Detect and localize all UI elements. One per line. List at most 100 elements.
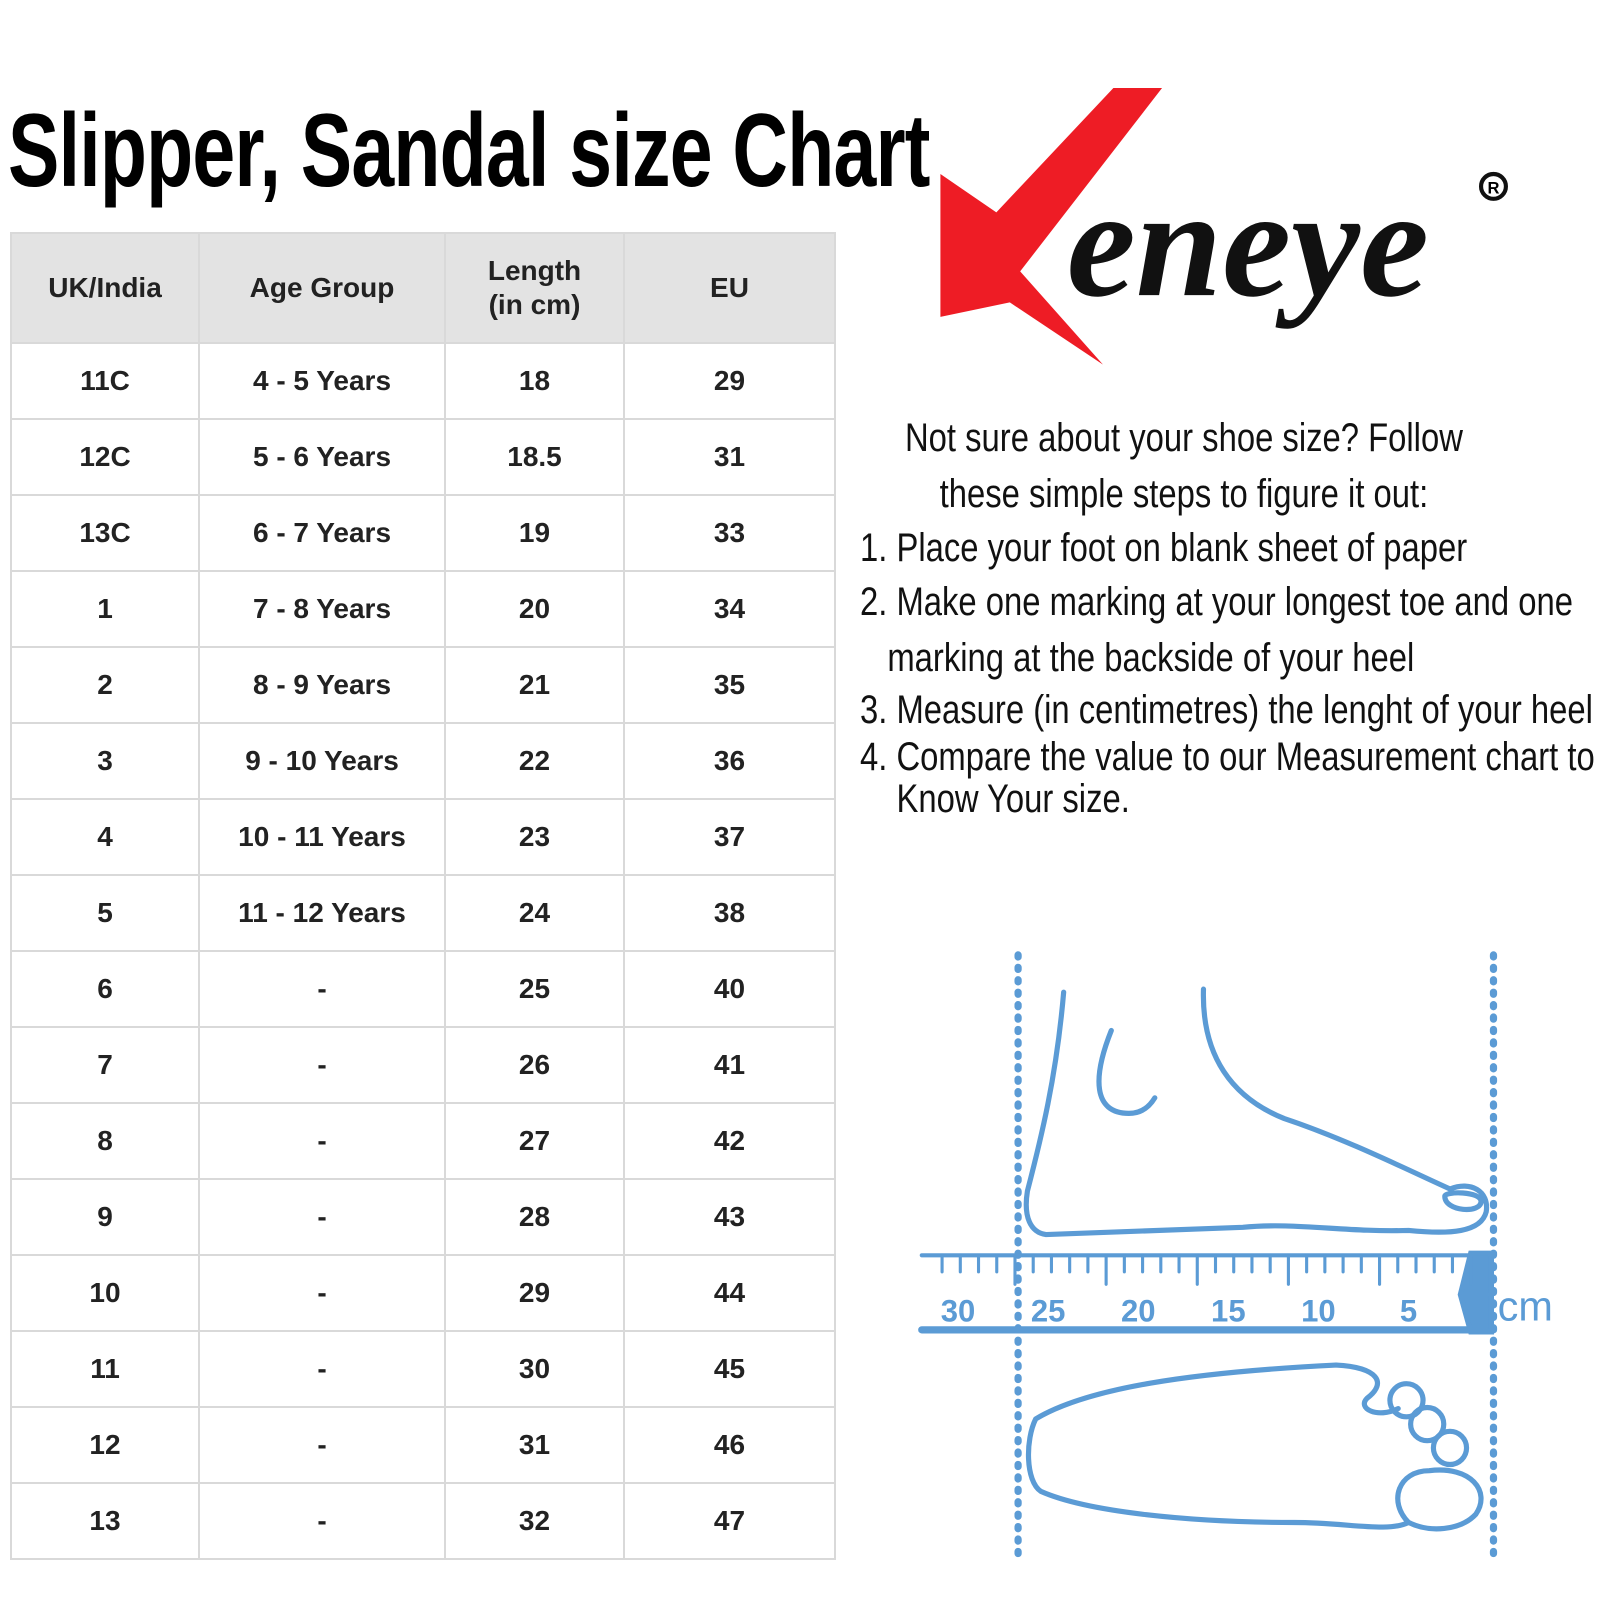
foot-top <box>1200 986 1453 1192</box>
table-cell: - <box>198 1406 446 1484</box>
footprint <box>1025 1362 1412 1530</box>
table-row: 13-32 47 <box>10 1482 836 1560</box>
table-cell: - <box>198 950 446 1028</box>
table-cell: 30 <box>444 1330 625 1408</box>
table-cell: 8 - 9 Years <box>198 646 446 724</box>
table-cell: - <box>198 1254 446 1332</box>
table-cell: 3 <box>10 722 200 800</box>
table-cell: - <box>198 1482 446 1560</box>
toe <box>1408 1404 1447 1444</box>
table-cell: 7 - 8 Years <box>198 570 446 648</box>
table-cell: 23 <box>444 798 625 876</box>
table-row: 4 10 - 11 Years 23 37 <box>10 798 836 876</box>
table-cell: 45 <box>623 1330 836 1408</box>
table-cell: 5 - 6 Years <box>198 418 446 496</box>
table-cell: 11 <box>10 1330 200 1408</box>
step: 1. Place your foot on blank sheet of pap… <box>860 526 1468 570</box>
table-cell: - <box>198 1330 446 1408</box>
table-cell: 21 <box>444 646 625 724</box>
header-cell: UK/India <box>10 232 200 344</box>
ruler-label: 20 <box>1121 1294 1156 1329</box>
table-cell: 1 <box>10 570 200 648</box>
table-cell: 11C <box>10 342 200 420</box>
table-cell: 4 <box>10 798 200 876</box>
table-cell: 2 <box>10 646 200 724</box>
table-row: 12-31 46 <box>10 1406 836 1484</box>
table-cell: 35 <box>623 646 836 724</box>
logo-text: eneye <box>1067 157 1429 329</box>
table-cell: 46 <box>623 1406 836 1484</box>
table-cell: 27 <box>444 1102 625 1180</box>
table-cell: 7 <box>10 1026 200 1104</box>
header-row: UK/India Age Group Length (in cm) EU <box>10 232 836 344</box>
table-cell: 24 <box>444 874 625 952</box>
table-row: 13C 6 - 7 Years 19 33 <box>10 494 836 572</box>
step: 4. Compare the value to our Measurement … <box>860 735 1595 821</box>
table-cell: 26 <box>444 1026 625 1104</box>
logo-x <box>940 88 1163 365</box>
table-cell: 12C <box>10 418 200 496</box>
foot-illustration <box>918 951 1498 1563</box>
table-cell: 18 <box>444 342 625 420</box>
table-cell: 33 <box>623 494 836 572</box>
table-cell: 9 <box>10 1178 200 1256</box>
table-cell: 12 <box>10 1406 200 1484</box>
table-cell: - <box>198 1102 446 1180</box>
ruler-label: 5 <box>1400 1294 1417 1329</box>
table-cell: 9 - 10 Years <box>198 722 446 800</box>
table-cell: 6 <box>10 950 200 1028</box>
size-table: UK/India Age Group Length (in cm) EU 11C 4 -… <box>10 232 836 1560</box>
table-cell: 10 - 11 Years <box>198 798 446 876</box>
table-cell: 43 <box>623 1178 836 1256</box>
table-cell: 8 <box>10 1102 200 1180</box>
toenail <box>1442 1190 1484 1213</box>
table-cell: 13C <box>10 494 200 572</box>
table-cell: 25 <box>444 950 625 1028</box>
table-row: 9-28 43 <box>10 1178 836 1256</box>
table-cell: - <box>198 1026 446 1104</box>
ruler-unit: cm <box>1498 1284 1553 1330</box>
table-row: 5 11 - 12 Years 24 38 <box>10 874 836 952</box>
ruler-end <box>1457 1250 1494 1335</box>
table-cell: 44 <box>623 1254 836 1332</box>
table-cell: 36 <box>623 722 836 800</box>
table-cell: - <box>198 1178 446 1256</box>
toe <box>1387 1381 1426 1420</box>
table-row: 8-27 42 <box>10 1102 836 1180</box>
table-row: 7-26 41 <box>10 1026 836 1104</box>
ruler-labels: cm 30 25 20 15 10 5 <box>941 1284 1553 1330</box>
header-cell: EU <box>623 232 836 344</box>
logo-registered-text: R <box>1487 179 1499 198</box>
table-cell: 4 - 5 Years <box>198 342 446 420</box>
ruler-label: 30 <box>941 1294 976 1329</box>
title: Slipper, Sandal size Chart <box>8 93 930 209</box>
header-cell: Length (in cm) <box>444 232 625 344</box>
table-cell: 42 <box>623 1102 836 1180</box>
table-cell: 19 <box>444 494 625 572</box>
intro: Not sure about your shoe size? Follow th… <box>905 416 1463 516</box>
table-row: 10-29 44 <box>10 1254 836 1332</box>
foot-side <box>1023 989 1490 1238</box>
table-cell: 37 <box>623 798 836 876</box>
ankle <box>1096 1027 1158 1116</box>
ruler-label: 15 <box>1211 1294 1246 1329</box>
big-toe <box>1395 1467 1484 1532</box>
table-cell: 10 <box>10 1254 200 1332</box>
table-cell: 40 <box>623 950 836 1028</box>
table-cell: 6 - 7 Years <box>198 494 446 572</box>
toe <box>1333 1362 1401 1416</box>
step: 3. Measure (in centimetres) the lenght o… <box>860 688 1593 732</box>
ruler-ticks <box>940 1253 1473 1286</box>
table-cell: 22 <box>444 722 625 800</box>
table-row: 12C 5 - 6 Years 18.5 31 <box>10 418 836 496</box>
table-cell: 31 <box>623 418 836 496</box>
table-row: 11C 4 - 5 Years 18 29 <box>10 342 836 420</box>
graphics: eneye R cm 30 25 20 15 10 5 <box>918 88 1553 1563</box>
table-cell: 31 <box>444 1406 625 1484</box>
table-cell: 29 <box>623 342 836 420</box>
